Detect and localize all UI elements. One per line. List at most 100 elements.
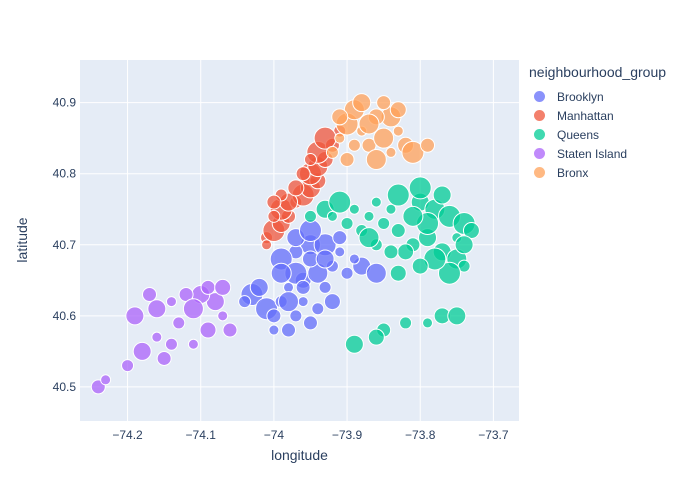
data-point bbox=[270, 262, 292, 284]
data-point bbox=[344, 334, 364, 354]
legend-title: neighbourhood_group bbox=[529, 64, 667, 80]
y-tick-label: 40.8 bbox=[53, 167, 77, 181]
data-point bbox=[238, 295, 252, 309]
x-axis-ticks: −74.2 −74.1 −74 −73.9 −73.8 −73.7 bbox=[112, 428, 509, 442]
data-point bbox=[278, 291, 300, 313]
data-point bbox=[376, 95, 392, 111]
data-point bbox=[121, 359, 135, 373]
data-point bbox=[392, 125, 404, 137]
data-point bbox=[390, 223, 406, 239]
data-point bbox=[315, 249, 335, 269]
data-point bbox=[298, 219, 322, 243]
data-point bbox=[365, 262, 387, 284]
data-point bbox=[358, 227, 380, 249]
data-point bbox=[377, 216, 391, 230]
data-point bbox=[249, 277, 269, 297]
data-point bbox=[332, 230, 348, 246]
data-point bbox=[385, 146, 397, 158]
data-point bbox=[323, 293, 341, 311]
data-point bbox=[352, 93, 372, 113]
data-point bbox=[339, 151, 355, 167]
legend-item[interactable]: Manhattan bbox=[529, 106, 666, 125]
data-point bbox=[340, 266, 354, 280]
data-point bbox=[142, 287, 158, 303]
x-axis-title: longitude bbox=[271, 447, 328, 463]
y-tick-label: 40.6 bbox=[53, 309, 77, 323]
data-point bbox=[370, 196, 382, 208]
x-tick-label: −73.7 bbox=[478, 428, 509, 442]
data-point bbox=[386, 183, 410, 207]
y-axis-ticks: 40.5 40.6 40.7 40.8 40.9 bbox=[53, 96, 77, 394]
data-point bbox=[411, 257, 429, 275]
data-point bbox=[318, 280, 332, 294]
y-tick-label: 40.9 bbox=[53, 96, 77, 110]
data-point bbox=[437, 261, 461, 285]
data-point bbox=[261, 239, 273, 251]
data-point bbox=[383, 244, 399, 260]
data-point bbox=[432, 185, 452, 205]
x-tick-label: −73.9 bbox=[332, 428, 363, 442]
data-point bbox=[200, 279, 216, 295]
data-point bbox=[217, 310, 229, 322]
data-point bbox=[151, 331, 163, 343]
data-point bbox=[454, 235, 474, 255]
data-point bbox=[303, 152, 317, 166]
data-point bbox=[420, 137, 436, 153]
x-tick-label: −74.1 bbox=[186, 428, 217, 442]
data-point bbox=[289, 309, 303, 323]
data-point bbox=[311, 302, 325, 316]
data-point bbox=[389, 101, 407, 119]
y-axis-title: latitude bbox=[14, 217, 30, 262]
data-point bbox=[295, 279, 311, 295]
x-tick-label: −74 bbox=[264, 428, 285, 442]
x-tick-label: −74.2 bbox=[112, 428, 143, 442]
legend-label: Manhattan bbox=[557, 108, 614, 123]
data-point bbox=[268, 324, 280, 336]
data-point bbox=[347, 138, 361, 152]
legend-item[interactable]: Bronx bbox=[529, 163, 666, 182]
data-point bbox=[385, 203, 397, 215]
data-point bbox=[365, 148, 387, 170]
legend-marker bbox=[534, 167, 545, 178]
data-point bbox=[214, 278, 232, 296]
y-tick-label: 40.5 bbox=[53, 380, 77, 394]
data-point bbox=[462, 222, 480, 240]
data-point bbox=[281, 322, 297, 338]
legend-marker bbox=[534, 148, 545, 159]
data-point bbox=[267, 209, 281, 223]
legend-marker bbox=[534, 91, 545, 102]
data-point bbox=[295, 166, 311, 182]
data-point bbox=[165, 296, 177, 308]
data-point bbox=[187, 338, 199, 350]
legend-marker bbox=[534, 129, 545, 140]
data-point bbox=[326, 210, 338, 222]
data-point bbox=[422, 317, 434, 329]
legend: neighbourhood_group Brooklyn Manhattan Que… bbox=[529, 64, 666, 182]
data-point bbox=[303, 209, 317, 223]
data-point bbox=[340, 216, 354, 230]
y-tick-label: 40.7 bbox=[53, 238, 77, 252]
data-point bbox=[266, 308, 282, 324]
data-point bbox=[367, 328, 385, 346]
data-point bbox=[328, 190, 352, 214]
legend-label: Brooklyn bbox=[557, 89, 604, 104]
legend-item[interactable]: Queens bbox=[529, 125, 666, 144]
data-point bbox=[297, 296, 309, 308]
data-point bbox=[132, 341, 152, 361]
data-point bbox=[147, 299, 167, 319]
data-point bbox=[266, 194, 282, 210]
data-point bbox=[325, 145, 339, 159]
data-point bbox=[313, 126, 337, 150]
data-point bbox=[287, 179, 305, 197]
data-point bbox=[199, 321, 217, 339]
data-point bbox=[408, 176, 432, 200]
data-point bbox=[156, 350, 172, 366]
legend-item[interactable]: Brooklyn bbox=[529, 87, 666, 106]
data-point bbox=[100, 374, 112, 386]
legend-item[interactable]: Staten Island bbox=[529, 144, 666, 163]
data-point bbox=[222, 322, 238, 338]
data-point bbox=[302, 315, 318, 331]
data-point bbox=[447, 306, 467, 326]
legend-label: Queens bbox=[557, 127, 600, 142]
